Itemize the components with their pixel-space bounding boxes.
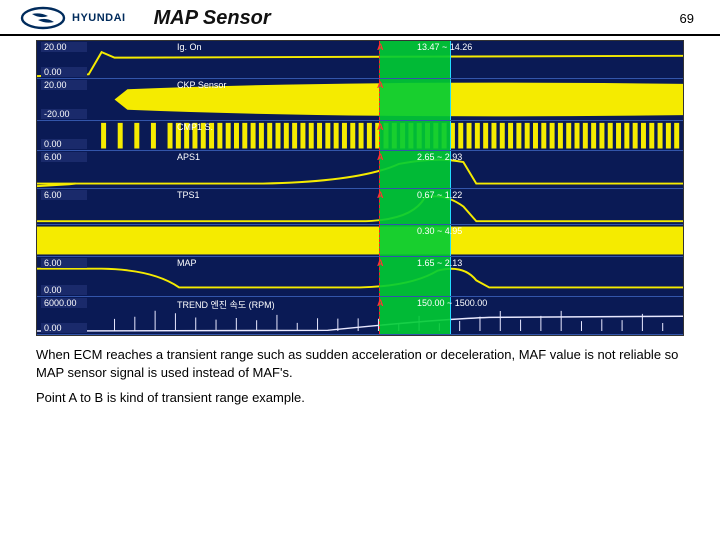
- channel-readout: 2.65 ~ 2.93: [417, 152, 462, 162]
- channel-label: MAP: [177, 258, 197, 268]
- axis-bottom: -20.00: [37, 108, 91, 120]
- page-number: 69: [680, 11, 694, 26]
- axis-top: 6000.00: [37, 297, 91, 309]
- axis-bottom: 0.00: [37, 322, 91, 334]
- brand-text: HYUNDAI: [72, 12, 126, 24]
- axis-bottom: 0.00: [37, 66, 91, 78]
- transient-highlight: [379, 79, 450, 120]
- scope-channel: 20.00 -20.00 CKP Sensor A: [37, 79, 683, 121]
- waveform: [37, 225, 683, 256]
- cursor-a-label: A: [377, 258, 384, 268]
- scope-channel: 20.00 0.00 Ig. On A 13.47 ~ 14.26: [37, 41, 683, 79]
- axis-top: 6.00: [37, 189, 91, 201]
- scope-channel: 0.30 ~ 4.95: [37, 225, 683, 257]
- channel-readout: 0.67 ~ 1.22: [417, 190, 462, 200]
- oscilloscope-panel: 20.000.00Ig. OnA13.47 ~ 14.2620.00-20.00…: [36, 40, 684, 336]
- channel-label: TREND 엔진 속도 (RPM): [177, 298, 275, 311]
- axis-top: 20.00: [37, 79, 91, 91]
- hyundai-logo-icon: [20, 6, 66, 30]
- cursor-a-label: A: [377, 122, 384, 132]
- waveform: [37, 79, 683, 120]
- channel-label: APS1: [177, 152, 200, 162]
- channel-readout: 150.00 ~ 1500.00: [417, 298, 487, 308]
- axis-top: 6.00: [37, 257, 91, 269]
- cursor-a-label: A: [377, 42, 384, 52]
- caption-line-1: When ECM reaches a transient range such …: [36, 346, 684, 381]
- header: HYUNDAI MAP Sensor 69: [0, 0, 720, 36]
- cursor-b[interactable]: [450, 121, 451, 150]
- caption-block: When ECM reaches a transient range such …: [36, 346, 684, 407]
- transient-highlight: [379, 121, 450, 150]
- waveform: [37, 189, 683, 224]
- axis-top: 6.00: [37, 151, 91, 163]
- axis-bottom: 0.00: [37, 138, 91, 150]
- page-title: MAP Sensor: [154, 7, 271, 30]
- channel-label: CMP1 S.: [177, 122, 213, 132]
- waveform: [37, 41, 683, 78]
- channel-readout: 13.47 ~ 14.26: [417, 42, 472, 52]
- scope-channel: 6.00 TPS1 A 0.67 ~ 1.22: [37, 189, 683, 225]
- brand-logo: HYUNDAI: [20, 6, 126, 30]
- channel-label: CKP Sensor: [177, 80, 226, 90]
- cursor-a-label: A: [377, 190, 384, 200]
- caption-line-2: Point A to B is kind of transient range …: [36, 389, 684, 407]
- scope-channel: 6.00 0.00 MAP A 1.65 ~ 2.13: [37, 257, 683, 297]
- cursor-a-label: A: [377, 152, 384, 162]
- waveform: [37, 257, 683, 296]
- channel-label: TPS1: [177, 190, 200, 200]
- scope-channel: 6000.00 0.00 TREND 엔진 속도 (RPM) A 150.00 ~ 15…: [37, 297, 683, 335]
- channel-readout: 0.30 ~ 4.95: [417, 226, 462, 236]
- cursor-a-label: A: [377, 80, 384, 90]
- axis-top: 20.00: [37, 41, 91, 53]
- channel-label: Ig. On: [177, 42, 202, 52]
- waveform: [37, 121, 683, 150]
- scope-channel: 0.00 CMP1 S. A: [37, 121, 683, 151]
- cursor-a[interactable]: [379, 225, 380, 256]
- waveform: [37, 297, 683, 334]
- cursor-b[interactable]: [450, 79, 451, 120]
- scope-channel: 6.00 APS1 A 2.65 ~ 2.93: [37, 151, 683, 189]
- channel-readout: 1.65 ~ 2.13: [417, 258, 462, 268]
- waveform: [37, 151, 683, 188]
- axis-bottom: 0.00: [37, 284, 91, 296]
- cursor-a-label: A: [377, 298, 384, 308]
